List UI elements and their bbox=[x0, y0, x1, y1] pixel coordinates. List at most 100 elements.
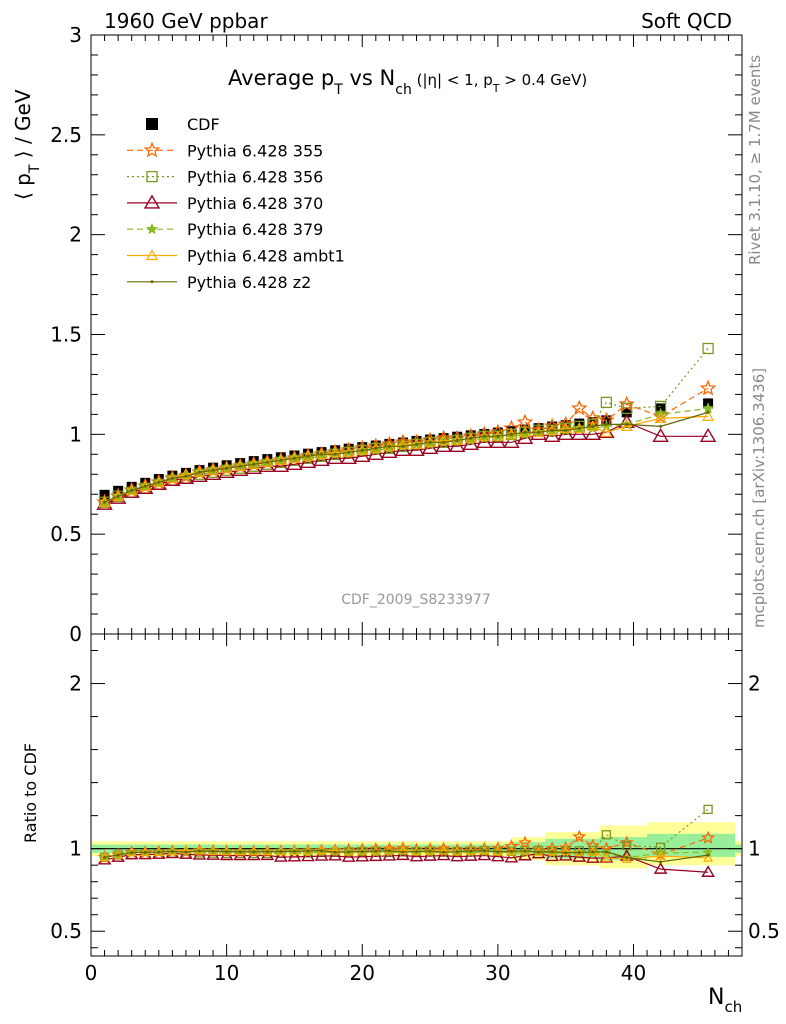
dot-marker bbox=[659, 424, 663, 428]
dot-marker bbox=[442, 850, 446, 854]
triangle-marker bbox=[653, 862, 668, 874]
dot-marker bbox=[116, 494, 120, 498]
analysis-watermark: CDF_2009_S8233977 bbox=[341, 592, 490, 608]
small-triangle-marker bbox=[560, 845, 571, 855]
star-marker bbox=[143, 141, 161, 158]
dot-marker bbox=[360, 849, 364, 853]
triangle-marker bbox=[314, 849, 329, 861]
dot-marker bbox=[306, 849, 310, 853]
small-triangle-marker bbox=[559, 422, 572, 433]
y-tick-label: 1 bbox=[69, 422, 82, 446]
triangle-marker bbox=[557, 425, 574, 441]
star-marker bbox=[516, 413, 534, 430]
dot-marker bbox=[265, 850, 269, 854]
triangle-marker bbox=[652, 427, 669, 443]
x-tick-label: 30 bbox=[485, 961, 510, 985]
triangle-marker bbox=[477, 848, 492, 861]
square-marker bbox=[703, 804, 713, 815]
dot-marker bbox=[496, 850, 500, 854]
triangle-marker bbox=[394, 441, 412, 457]
dot-marker bbox=[537, 430, 541, 434]
ratio-plot-frame bbox=[90, 633, 743, 957]
legend-label: Pythia 6.428 ambt1 bbox=[187, 247, 345, 266]
star-marker bbox=[619, 835, 634, 849]
ratio-y-tick-label: 1 bbox=[748, 837, 761, 861]
dot-marker bbox=[625, 422, 629, 426]
cdf-data-point bbox=[621, 407, 632, 418]
dot-marker bbox=[198, 849, 201, 853]
dot-marker bbox=[509, 432, 513, 436]
small-triangle-marker bbox=[179, 468, 192, 479]
dot-marker bbox=[225, 466, 229, 470]
dot-marker bbox=[157, 480, 161, 484]
triangle-marker bbox=[286, 455, 303, 470]
triangle-marker bbox=[367, 445, 385, 460]
dot-marker bbox=[333, 452, 337, 456]
chart-title: Average pT vs Nch (|η| < 1, pT > 0.4 GeV… bbox=[228, 66, 587, 98]
dot-marker bbox=[482, 849, 486, 853]
triangle-marker bbox=[340, 449, 357, 464]
y-tick-label: 3 bbox=[69, 23, 82, 47]
star-marker bbox=[699, 379, 717, 396]
dot-marker bbox=[442, 440, 446, 444]
triangle-marker bbox=[341, 850, 356, 862]
y-tick-label: 2.5 bbox=[50, 123, 82, 147]
dot-marker bbox=[428, 849, 432, 853]
dot-marker bbox=[184, 850, 188, 854]
dot-marker bbox=[469, 849, 473, 853]
dot-marker bbox=[130, 488, 134, 492]
y-tick-label: 1.5 bbox=[50, 323, 82, 347]
dot-marker bbox=[279, 849, 283, 853]
right-header-label: Soft QCD bbox=[641, 9, 732, 33]
dot-marker bbox=[564, 428, 568, 432]
legend-label: Pythia 6.428 370 bbox=[187, 194, 323, 213]
dot-marker bbox=[150, 280, 154, 284]
dot-marker bbox=[360, 448, 364, 452]
triangle-marker bbox=[218, 463, 235, 478]
dot-marker bbox=[157, 850, 161, 854]
ratio-y-tick-label: 0.5 bbox=[748, 919, 780, 943]
legend-label-cdf: CDF bbox=[187, 115, 220, 134]
triangle-marker bbox=[204, 465, 222, 480]
dot-marker bbox=[659, 860, 663, 864]
ratio-y-tick-label: 2 bbox=[748, 672, 761, 696]
x-tick-label: 10 bbox=[214, 961, 239, 985]
x-axis-label: Nch bbox=[708, 985, 742, 1016]
triangle-marker bbox=[504, 850, 519, 863]
dot-marker bbox=[591, 424, 595, 428]
rivet-label: Rivet 3.1.10, ≥ 1.7M events bbox=[746, 55, 764, 265]
small-triangle-marker bbox=[620, 420, 633, 431]
square-marker bbox=[146, 170, 158, 183]
dot-marker bbox=[469, 436, 473, 440]
dot-marker bbox=[238, 850, 242, 854]
dot-marker bbox=[591, 850, 595, 854]
dot-marker bbox=[401, 444, 405, 448]
dot-marker bbox=[211, 468, 215, 472]
triangle-marker bbox=[231, 461, 249, 476]
dot-marker bbox=[252, 850, 256, 854]
triangle-marker bbox=[245, 459, 262, 474]
square-marker bbox=[601, 830, 612, 840]
dot-marker bbox=[509, 849, 513, 853]
triangle-marker bbox=[313, 451, 330, 466]
triangle-marker bbox=[462, 435, 479, 451]
dot-marker bbox=[103, 855, 107, 859]
dot-marker bbox=[625, 856, 629, 860]
x-tick-label: 0 bbox=[85, 961, 98, 985]
triangle-marker bbox=[435, 437, 452, 453]
ratio-band-green-tail bbox=[647, 833, 736, 857]
star-marker bbox=[572, 829, 587, 843]
dot-marker bbox=[265, 460, 269, 464]
legend-label: Pythia 6.428 379 bbox=[187, 220, 323, 239]
triangle-marker bbox=[436, 848, 451, 861]
triangle-marker bbox=[191, 467, 208, 482]
triangle-marker bbox=[516, 429, 534, 445]
star-marker bbox=[518, 835, 532, 849]
square-marker bbox=[621, 402, 633, 415]
x-tick-label: 40 bbox=[621, 961, 646, 985]
triangle-marker bbox=[619, 849, 634, 861]
dot-marker bbox=[537, 850, 541, 854]
dot-marker bbox=[496, 434, 500, 438]
small-triangle-marker bbox=[703, 852, 714, 862]
triangle-marker bbox=[274, 850, 288, 862]
